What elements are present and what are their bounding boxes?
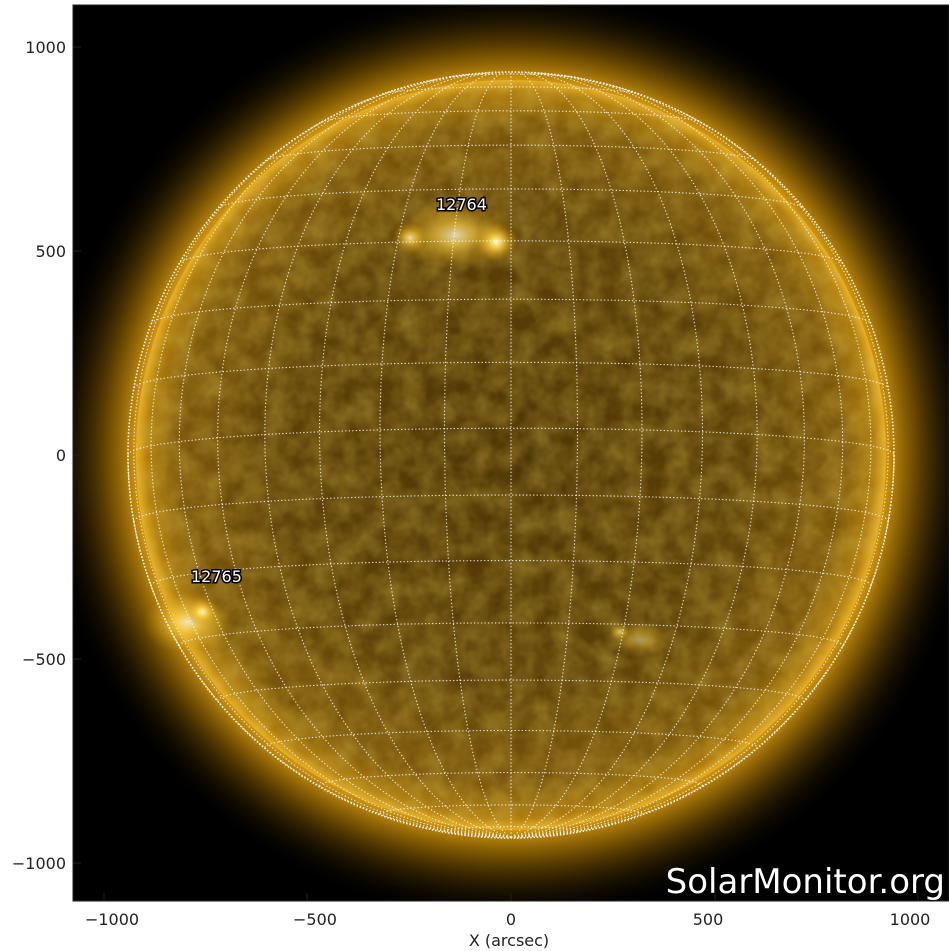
latitude-line (217, 679, 805, 701)
latitude-line (133, 361, 889, 389)
longitude-line (443, 71, 512, 838)
latitude-line (179, 240, 843, 263)
latitude-line (382, 86, 640, 95)
minor-bright-patch (610, 622, 670, 658)
latitude-line (379, 804, 643, 815)
x-tick-label: 500 (693, 910, 724, 929)
longitude-line (510, 98, 889, 838)
y-tick-label: 0 (56, 446, 66, 465)
latitude-line (318, 771, 704, 787)
latitude-line (150, 298, 872, 324)
y-tick-label: 500 (35, 242, 66, 261)
longitude-line (510, 71, 579, 838)
longitude-line (133, 98, 512, 838)
x-tick-label: 0 (506, 910, 516, 929)
longitude-line (379, 71, 512, 838)
longitude-line (510, 72, 704, 838)
longitude-line (510, 71, 643, 838)
x-tick-label: 1000 (890, 910, 931, 929)
watermark-text: SolarMonitor.org (666, 862, 945, 902)
longitude-line (318, 72, 512, 838)
active-region-12765-emission (143, 590, 233, 654)
x-tick-label: −500 (293, 910, 337, 929)
latitude-line (265, 144, 757, 161)
y-tick-label: −1000 (12, 854, 66, 873)
active-region-label-12765: 12765 (191, 567, 242, 586)
active-region-label-12764: 12764 (436, 195, 487, 214)
y-axis: 1000 500 0 −500 −1000 (12, 38, 81, 873)
longitude-line (510, 78, 872, 838)
active-region-12764-emission (392, 200, 518, 270)
y-tick-label: 1000 (25, 38, 66, 57)
latitude-line (321, 110, 701, 123)
x-axis: −1000 −500 0 500 1000 X (arcsec) (85, 893, 930, 950)
latitude-line (127, 427, 895, 456)
solar-limb (127, 71, 895, 839)
heliographic-grid (127, 71, 895, 838)
longitude-line (150, 78, 512, 838)
x-tick-label: −1000 (85, 910, 139, 929)
x-axis-title: X (arcsec) (469, 931, 549, 950)
y-tick-label: −500 (22, 650, 66, 669)
